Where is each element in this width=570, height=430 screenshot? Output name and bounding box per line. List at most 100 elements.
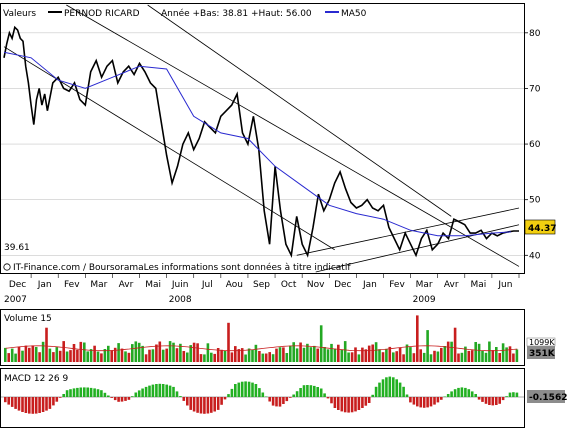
volume-bar [107, 345, 110, 362]
volume-bar [371, 344, 374, 362]
macd-bar [409, 397, 412, 403]
watermark-it-finance: IT-Finance.com / BoursoramaLes informati… [13, 262, 351, 273]
volume-bar [285, 353, 289, 362]
volume-bar [10, 348, 14, 362]
volume-bar [158, 341, 162, 362]
volume-bar [330, 343, 333, 362]
macd-bar [481, 397, 484, 402]
macd-bar [69, 389, 72, 397]
volume-bar [278, 347, 282, 362]
volume-bar [474, 342, 477, 362]
macd-bar [96, 389, 100, 397]
volume-bar [477, 343, 481, 362]
volume-bar [488, 341, 491, 362]
x-month-label: Sep [253, 280, 270, 290]
volume-bar [237, 349, 241, 362]
macd-bar [388, 376, 392, 397]
macd-bar [302, 385, 306, 397]
volume-bar [306, 343, 309, 362]
macd-bar [264, 396, 268, 397]
macd-bar [120, 397, 124, 402]
volume-bar [41, 341, 45, 362]
volume-bar [381, 352, 385, 362]
volume-bar [96, 351, 100, 362]
macd-bar [402, 386, 405, 397]
volume-bar [137, 342, 141, 362]
macd-bar [28, 397, 31, 414]
x-month-label: Fev [389, 280, 405, 290]
macd-bar [168, 385, 172, 397]
volume-bar [512, 353, 515, 362]
copyright-icon [3, 263, 11, 271]
macd-bar [357, 397, 361, 410]
macd-bar [38, 397, 41, 413]
volume-bar [210, 352, 213, 362]
volume-bar [378, 349, 381, 362]
macd-bar [223, 397, 227, 400]
volume-bar [470, 350, 474, 362]
macd-bar [416, 397, 419, 407]
volume-bar [117, 343, 120, 362]
macd-bar [440, 397, 443, 400]
volume-bar [244, 354, 247, 362]
macd-bar [295, 391, 299, 397]
macd-bar [127, 397, 131, 400]
volume-bar [282, 347, 285, 362]
volume-bar [484, 352, 488, 362]
x-month-label: Mar [416, 280, 433, 290]
x-month-label: Aou [226, 280, 243, 290]
x-month-label: Juin [171, 280, 189, 290]
macd-bar [426, 397, 429, 408]
macd-bar [124, 397, 127, 401]
volume-bar [395, 351, 398, 362]
volume-bar [515, 349, 519, 362]
volume-bar [55, 347, 59, 362]
macd-bar [93, 388, 96, 397]
volume-bar [186, 352, 189, 362]
macd-bar [86, 387, 89, 397]
volume-bar [422, 352, 426, 362]
volume-bar [161, 349, 165, 362]
volume-bar [213, 353, 216, 362]
macd-bar [378, 382, 381, 397]
macd-bar [412, 397, 416, 405]
volume-bar [409, 347, 412, 362]
volume-bar [172, 342, 175, 362]
macd-bar [381, 379, 385, 397]
macd-bar [495, 397, 498, 405]
x-year-label: 2008 [169, 295, 192, 305]
volume-bar [89, 349, 93, 362]
macd-bar [508, 392, 512, 397]
volume-bar [100, 353, 103, 362]
volume-bar [412, 353, 416, 362]
volume-bar [38, 352, 41, 362]
volume-bar [7, 353, 10, 362]
volume-bar [251, 350, 254, 362]
volume-bar [350, 352, 354, 362]
macd-bar [24, 397, 28, 413]
volume-bar [223, 350, 227, 362]
volume-bar [113, 347, 117, 362]
volume-bar [498, 353, 501, 362]
macd-bar [278, 397, 282, 407]
min-value-label: 39.61 [4, 243, 30, 253]
macd-bar [364, 397, 368, 406]
macd-bar [337, 397, 340, 410]
macd-bar [48, 397, 52, 409]
macd-bar [515, 392, 519, 397]
trend-line [3, 46, 335, 251]
volume-bar [374, 342, 378, 362]
macd-last-box [527, 390, 565, 403]
volume-bar [206, 343, 210, 362]
macd-histogram [1, 376, 524, 414]
volume-bar [364, 349, 368, 362]
volume-last-box [527, 346, 555, 359]
volume-bar [398, 347, 402, 362]
volume-bar [340, 349, 344, 362]
macd-bar [433, 397, 436, 405]
volume-bar [240, 348, 244, 362]
macd-bar [55, 397, 59, 402]
volume-bar [227, 322, 230, 362]
volume-bar [271, 354, 275, 362]
volume-bar [48, 348, 52, 362]
